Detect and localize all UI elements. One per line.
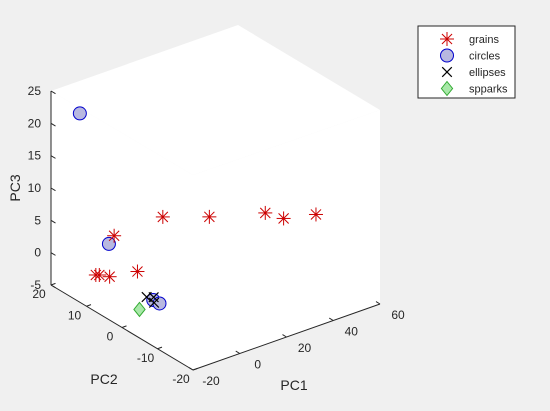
- y-axis-label: PC2: [90, 371, 117, 387]
- grains-point: [258, 205, 273, 220]
- z-tick-label: 5: [34, 213, 41, 227]
- legend-label-spparks: spparks: [469, 84, 508, 96]
- grains-point: [130, 264, 145, 279]
- circles-point: [101, 236, 116, 251]
- y-tick-mark: [121, 325, 127, 328]
- axes-box: [50, 25, 381, 371]
- x-tick-mark: [282, 334, 287, 338]
- z-tick-mark: [50, 252, 56, 256]
- x-axis-label: PC1: [280, 377, 307, 393]
- z-tick-mark: [50, 219, 56, 224]
- y-tick-label: -10: [137, 351, 155, 365]
- x-tick-label: 60: [391, 308, 405, 322]
- spparks-point: [133, 301, 146, 318]
- z-tick-mark: [50, 90, 56, 95]
- z-tick-label: 0: [34, 246, 41, 260]
- x-tick-mark: [188, 367, 194, 371]
- grains-point: [107, 228, 122, 243]
- legend-marker-grains: [440, 32, 454, 46]
- y-tick-label: 20: [32, 287, 46, 301]
- legend: grains circles ellipses spparks: [417, 25, 516, 99]
- grains-point: [276, 211, 291, 226]
- y-tick-mark: [157, 346, 163, 350]
- ellipses-point: [148, 297, 160, 308]
- z-tick-label: -5: [30, 278, 41, 292]
- x-tick-label: 20: [298, 341, 312, 355]
- x-tick-mark: [235, 350, 241, 354]
- z-tick-mark: [50, 284, 56, 289]
- legend-label-grains: grains: [469, 34, 499, 46]
- legend-label-circles: circles: [469, 51, 501, 63]
- axes-right-face: [193, 110, 380, 370]
- legend-marker-spparks: [440, 80, 454, 97]
- z-tick-mark: [50, 187, 56, 192]
- grains-point: [308, 207, 323, 222]
- legend-marker-ellipses: [441, 66, 453, 78]
- grains-point: [102, 269, 117, 284]
- legend-label-ellipses: ellipses: [469, 67, 506, 79]
- x-tick-label: -20: [202, 374, 220, 388]
- y-tick-label: 0: [107, 330, 114, 344]
- z-tick-label: 20: [28, 116, 42, 130]
- x-tick-mark: [375, 301, 381, 305]
- z-tick-label: 25: [28, 84, 42, 98]
- x-tick-label: 40: [345, 325, 359, 339]
- y-tick-mark: [50, 282, 56, 286]
- axes-top-face: [51, 25, 380, 175]
- x-tick-mark: [328, 317, 334, 321]
- z-tick-mark: [50, 122, 56, 127]
- z-axis-label: PC3: [7, 174, 23, 201]
- y-tick-mark: [86, 304, 92, 307]
- z-tick-mark: [50, 155, 56, 159]
- z-tick-label: 15: [28, 149, 42, 163]
- grains-point: [155, 209, 170, 224]
- data-layer: [72, 106, 323, 318]
- grains-point: [88, 267, 103, 282]
- x-tick-label: 0: [254, 358, 261, 372]
- y-tick-label: 10: [68, 308, 82, 322]
- circles-point: [72, 106, 87, 121]
- legend-marker-circles: [440, 48, 454, 63]
- legend-box: [417, 25, 516, 99]
- y-tick-mark: [192, 367, 198, 371]
- z-tick-label: 10: [28, 181, 42, 195]
- y-tick-label: -20: [172, 372, 190, 386]
- grains-point: [202, 209, 217, 224]
